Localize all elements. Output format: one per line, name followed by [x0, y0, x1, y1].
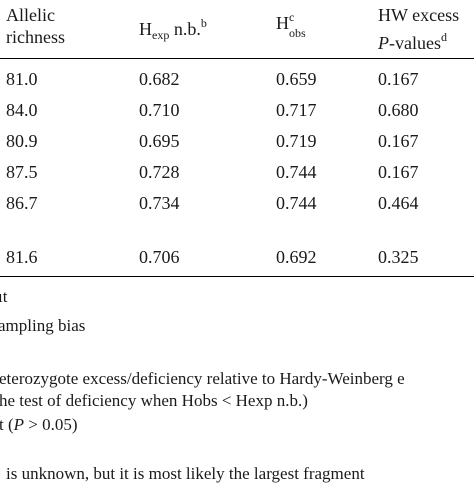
header-allelic-richness: Allelic richness	[6, 4, 65, 48]
header-hexp-sub: exp	[152, 28, 170, 42]
cell-hexp-r2: 0.710	[139, 100, 180, 120]
footnote-line-5: t (P > 0.05)	[0, 414, 78, 436]
cell-hexp-r3: 0.695	[139, 131, 180, 151]
header-hexp-sup: b	[200, 16, 207, 30]
header-allelic-richness-line1: Allelic	[6, 5, 55, 25]
cell-richness-r5: 86.7	[6, 193, 38, 213]
cell-richness-r6: 81.6	[6, 247, 38, 267]
cell-richness-r1: 81.0	[6, 69, 38, 89]
header-hw-excess-sup: d	[440, 30, 447, 44]
cell-richness-r2: 84.0	[6, 100, 38, 120]
header-hobs-sub: obs	[289, 26, 306, 40]
cell-hexp-r6: 0.706	[139, 247, 180, 267]
footnote-line-5-p: P	[13, 415, 25, 434]
header-hexp-base: H	[139, 19, 152, 39]
footnote-line-4: he test of deficiency when Hobs < Hexp n…	[0, 391, 308, 410]
header-hw-excess-line1: HW excess	[378, 5, 460, 25]
header-rule	[0, 58, 474, 59]
cell-hexp-r5: 0.734	[139, 193, 180, 213]
footnote-line-5-post: > 0.05)	[24, 415, 78, 434]
cell-richness-r4: 87.5	[6, 162, 38, 182]
header-allelic-richness-line2: richness	[6, 27, 65, 47]
cell-hw-r6: 0.325	[378, 247, 419, 267]
cell-hobs-r6: 0.692	[276, 247, 317, 267]
cell-hobs-r4: 0.744	[276, 162, 317, 182]
cell-hobs-r3: 0.719	[276, 131, 317, 151]
footnote-line-6: is unknown, but it is most likely the la…	[6, 464, 365, 483]
header-hexp: Hexp n.b.b	[139, 12, 207, 46]
header-hw-excess-line2: P-valuesd	[378, 26, 459, 54]
cell-hw-r3: 0.167	[378, 131, 419, 151]
cell-hw-r1: 0.167	[378, 69, 419, 89]
cell-hw-r5: 0.464	[378, 193, 419, 213]
header-hw-excess: HW excess P-valuesd	[378, 4, 459, 54]
cell-hobs-r5: 0.744	[276, 193, 317, 213]
header-hw-excess-p: P	[378, 33, 389, 53]
cell-hobs-r2: 0.717	[276, 100, 317, 120]
cell-hexp-r4: 0.728	[139, 162, 180, 182]
cell-hw-r2: 0.680	[378, 100, 419, 120]
cell-hexp-r1: 0.682	[139, 69, 180, 89]
header-hexp-suffix: n.b.	[169, 19, 201, 39]
table-bottom-rule	[0, 276, 474, 277]
header-hobs-base: H	[276, 13, 289, 33]
cell-hobs-r1: 0.659	[276, 69, 317, 89]
header-hobs-sup: c	[289, 10, 295, 24]
footnote-line-1: ıt	[0, 287, 8, 306]
footnote-line-2: ampling bias	[0, 316, 86, 335]
cell-richness-r3: 80.9	[6, 131, 38, 151]
cell-hw-r4: 0.167	[378, 162, 419, 182]
footnote-line-5-pre: t (	[0, 415, 14, 434]
header-hw-excess-values: -values	[389, 33, 441, 53]
footnote-line-3: eterozygote excess/deficiency relative t…	[0, 369, 405, 388]
